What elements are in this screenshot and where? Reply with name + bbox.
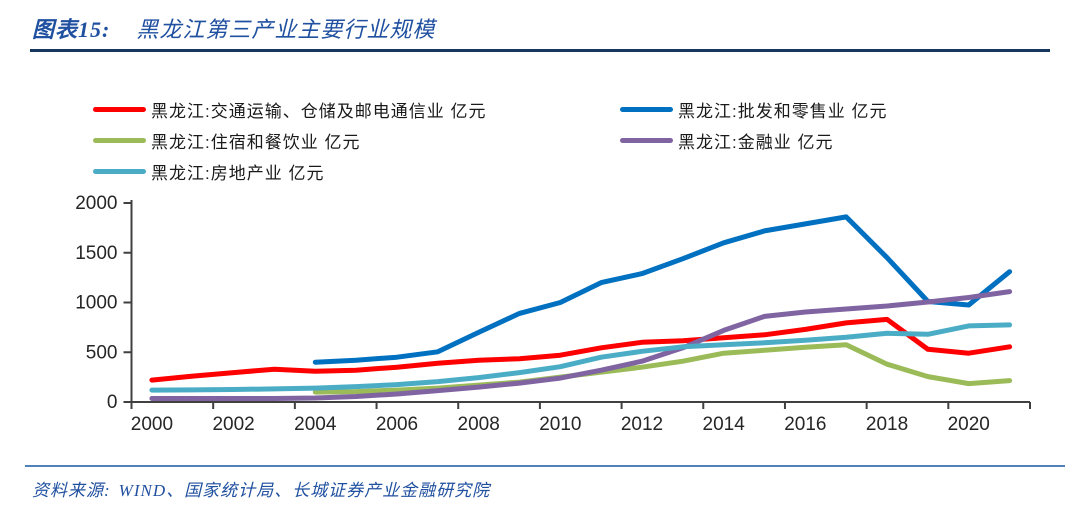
legend-label: 黑龙江:批发和零售业 亿元 [678, 102, 888, 121]
data-series-line [312, 342, 1013, 395]
data-series-line [149, 316, 1013, 383]
x-tick-label: 2018 [866, 414, 908, 435]
legend-line-swatch [620, 107, 673, 112]
legend-label: 黑龙江:金融业 亿元 [678, 133, 834, 152]
x-tick-label: 2008 [458, 414, 500, 435]
data-series-line [149, 322, 1013, 393]
source-text: WIND、国家统计局、长城证券产业金融研究院 [118, 481, 491, 500]
x-tick-label: 2010 [539, 414, 581, 435]
x-tick-label: 2002 [212, 414, 254, 435]
y-tick-label: 1500 [75, 243, 117, 264]
footer-divider [25, 465, 1065, 467]
figure-number: 图表15: [32, 17, 111, 42]
x-tick-label: 2000 [131, 414, 173, 435]
figure-title: 黑龙江第三产业主要行业规模 [136, 17, 436, 42]
y-tick-label: 0 [107, 392, 118, 413]
x-tick-label: 2020 [948, 414, 990, 435]
y-tick-label: 2000 [75, 193, 117, 214]
data-series-line [149, 289, 1013, 401]
legend-line-swatch [93, 169, 146, 174]
title-divider [30, 49, 1050, 52]
page-title: 图表15: 黑龙江第三产业主要行业规模 [32, 12, 435, 44]
x-tick-label: 2014 [703, 414, 746, 435]
x-tick-label: 2016 [784, 414, 826, 435]
legend-label: 黑龙江:房地产业 亿元 [151, 164, 325, 183]
legend-item: 黑龙江:住宿和餐饮业 亿元 [93, 125, 620, 156]
data-series-line [312, 214, 1013, 365]
source-note: 资料来源: WIND、国家统计局、长城证券产业金融研究院 [32, 476, 490, 501]
legend-item: 黑龙江:金融业 亿元 [620, 125, 1013, 156]
x-tick-label: 2012 [621, 414, 663, 435]
source-label: 资料来源: [32, 481, 111, 500]
legend-label: 黑龙江:交通运输、仓储及邮电通信业 亿元 [151, 102, 487, 121]
legend-item: 黑龙江:房地产业 亿元 [93, 156, 620, 187]
legend-item: 黑龙江:交通运输、仓储及邮电通信业 亿元 [93, 94, 620, 125]
y-tick-label: 500 [86, 342, 118, 363]
x-tick-label: 2004 [294, 414, 337, 435]
legend-line-swatch [620, 138, 673, 143]
chart-legend: 黑龙江:交通运输、仓储及邮电通信业 亿元 黑龙江:批发和零售业 亿元黑龙江:住宿和… [93, 94, 1013, 187]
legend-item: 黑龙江:批发和零售业 亿元 [620, 94, 1013, 125]
x-tick-label: 2006 [376, 414, 418, 435]
legend-line-swatch [93, 138, 146, 143]
legend-label: 黑龙江:住宿和餐饮业 亿元 [151, 133, 361, 152]
y-tick-label: 1000 [75, 293, 117, 314]
legend-line-swatch [93, 107, 146, 112]
